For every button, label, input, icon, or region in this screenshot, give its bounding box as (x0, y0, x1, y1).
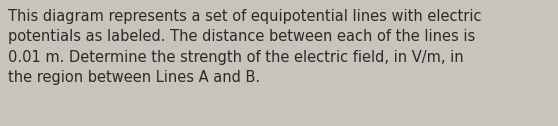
Text: This diagram represents a set of equipotential lines with electric
potentials as: This diagram represents a set of equipot… (8, 9, 482, 85)
